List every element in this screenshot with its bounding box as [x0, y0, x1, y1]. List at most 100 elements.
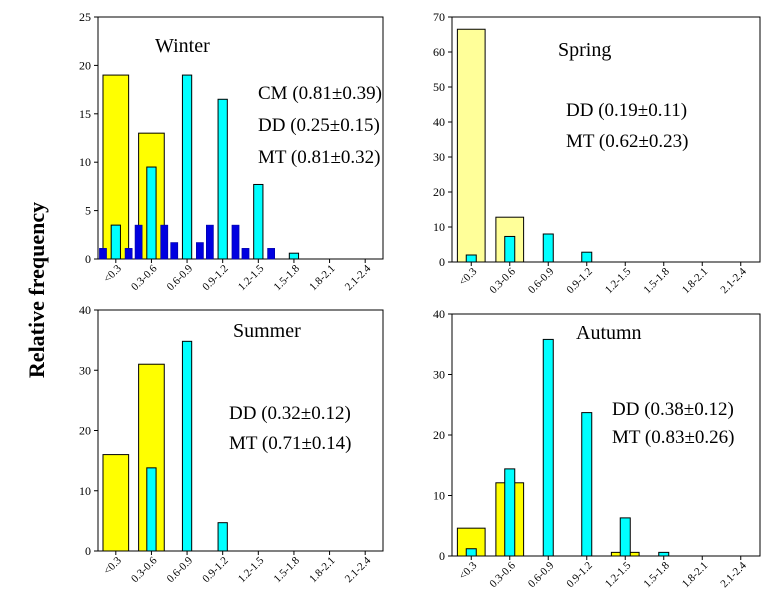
bar-cm-1-0	[134, 224, 143, 260]
x-category-label: 1.5-1.8	[272, 554, 303, 585]
bar-mt-0	[465, 254, 477, 263]
bar-mt-1	[146, 467, 157, 552]
bar-cm-3-1	[231, 224, 240, 260]
y-tick-label: 20	[433, 185, 445, 199]
chart-panel-winter: 0 5 10 15 20 25 <0.3 0.3-0.6 0.6-0.9 0.9-1.2 1.2-1…	[79, 10, 384, 294]
bar-cm-2-0	[170, 242, 179, 260]
bar-mt-1	[504, 235, 516, 263]
y-tick-label: 40	[433, 307, 445, 321]
bar-mt-3	[581, 251, 593, 263]
x-category-label: 0.9-1.2	[200, 263, 231, 294]
bar-mt-0	[110, 224, 121, 260]
y-tick-label: 0	[439, 549, 445, 563]
stat-line: MT (0.83±0.26)	[612, 427, 735, 448]
x-category-label: <0.3	[101, 262, 124, 285]
x-category-label: <0.3	[457, 559, 480, 582]
y-tick-label: 40	[433, 115, 445, 129]
y-tick-label: 20	[433, 428, 445, 442]
bar-mt-1	[504, 468, 516, 557]
panel-title: Spring	[558, 39, 611, 61]
bar-mt-5	[658, 551, 670, 557]
bar-mt-0	[465, 548, 477, 557]
bar-mt-2	[181, 340, 193, 552]
x-category-label: 1.5-1.8	[641, 265, 672, 296]
x-category-label: 0.6-0.9	[165, 554, 196, 585]
x-category-label: 1.2-1.5	[603, 265, 634, 296]
x-category-label: 2.1-2.4	[718, 265, 749, 296]
bar-cm-1-1	[160, 224, 169, 260]
y-tick-label: 0	[85, 252, 91, 266]
stat-line: DD (0.38±0.12)	[612, 399, 734, 420]
bar-cm-3-0	[206, 224, 214, 260]
stat-line: CM (0.81±0.39)	[258, 83, 382, 104]
bar-mt-3	[217, 522, 228, 552]
bar-mt-2	[542, 338, 554, 557]
x-category-label: 2.1-2.4	[718, 559, 749, 590]
y-tick-label: 30	[79, 363, 91, 377]
x-category-label: 0.3-0.6	[129, 554, 160, 585]
stat-line: MT (0.81±0.32)	[258, 147, 381, 168]
y-tick-label: 0	[85, 544, 91, 558]
bar-mt-5	[288, 252, 300, 260]
y-tick-label: 40	[79, 303, 91, 317]
x-category-label: 0.6-0.9	[526, 265, 557, 296]
y-tick-label: 10	[79, 484, 91, 498]
y-tick-label: 10	[433, 220, 445, 234]
bar-cm-2-1	[196, 242, 204, 260]
y-tick-label: 30	[433, 150, 445, 164]
x-category-label: 1.8-2.1	[680, 266, 711, 297]
x-category-label: 1.2-1.5	[603, 559, 634, 590]
stat-line: DD (0.19±0.11)	[566, 100, 687, 121]
chart-panel-summer: 0 10 20 30 40 <0.3 0.3-0.6 0.6-0.9 0.9-1.2 1.2-1.…	[79, 303, 384, 586]
y-tick-label: 5	[85, 204, 91, 218]
bar-mt-1	[146, 166, 157, 260]
bar-mt-3	[581, 412, 593, 557]
x-category-label: 1.5-1.8	[272, 262, 303, 293]
y-tick-label: 20	[79, 58, 91, 72]
x-category-label: <0.3	[457, 265, 480, 288]
x-category-label: 0.9-1.2	[200, 555, 231, 586]
y-axis-label: Relative frequency	[24, 202, 49, 378]
bar-mt-3	[217, 98, 228, 260]
x-category-label: 2.1-2.4	[343, 554, 374, 585]
x-category-label: 2.1-2.4	[343, 262, 374, 293]
y-tick-label: 25	[79, 10, 91, 24]
panel-title: Summer	[233, 320, 301, 342]
y-tick-label: 70	[433, 10, 445, 24]
stat-line: MT (0.71±0.14)	[229, 433, 352, 454]
x-category-label: 0.9-1.2	[564, 560, 595, 591]
bar-cm-4-0	[241, 248, 250, 260]
bar-mt-4	[619, 517, 631, 557]
y-tick-label: 0	[439, 255, 445, 269]
y-tick-label: 50	[433, 80, 445, 94]
x-category-label: 1.5-1.8	[641, 559, 672, 590]
stat-line: MT (0.62±0.23)	[566, 131, 689, 152]
x-category-label: 1.2-1.5	[236, 262, 267, 293]
bar-cm-0-0	[99, 248, 107, 260]
bar-mt-2	[542, 233, 554, 263]
x-category-label: 1.8-2.1	[307, 263, 338, 294]
bar-cm-0-1	[124, 248, 133, 260]
x-category-label: 1.2-1.5	[236, 554, 267, 585]
y-tick-label: 10	[433, 489, 445, 503]
x-category-label: 0.3-0.6	[487, 559, 518, 590]
x-category-label: 1.8-2.1	[680, 560, 711, 591]
stat-line: DD (0.25±0.15)	[258, 115, 380, 136]
stat-line: DD (0.32±0.12)	[229, 403, 351, 424]
x-category-label: 0.6-0.9	[526, 559, 557, 590]
bar-mt-4	[253, 183, 264, 260]
y-tick-label: 15	[79, 107, 91, 121]
x-category-label: 0.9-1.2	[564, 266, 595, 297]
bar-dd-0	[102, 454, 130, 552]
y-tick-label: 30	[433, 368, 445, 382]
panel-title: Winter	[155, 35, 210, 57]
bar-dd-0	[456, 28, 486, 263]
bar-cm-4-1	[267, 248, 276, 260]
plot-frame	[451, 16, 761, 263]
x-category-label: 1.8-2.1	[307, 555, 338, 586]
chart-panel-spring: 0 10 20 30 40 50 60 70 <0.3 0.3-0.6 0.6-0.9 0.9-1.2…	[433, 10, 761, 297]
plot-frame	[97, 16, 384, 260]
x-category-label: 0.3-0.6	[129, 262, 160, 293]
y-tick-label: 60	[433, 45, 445, 59]
